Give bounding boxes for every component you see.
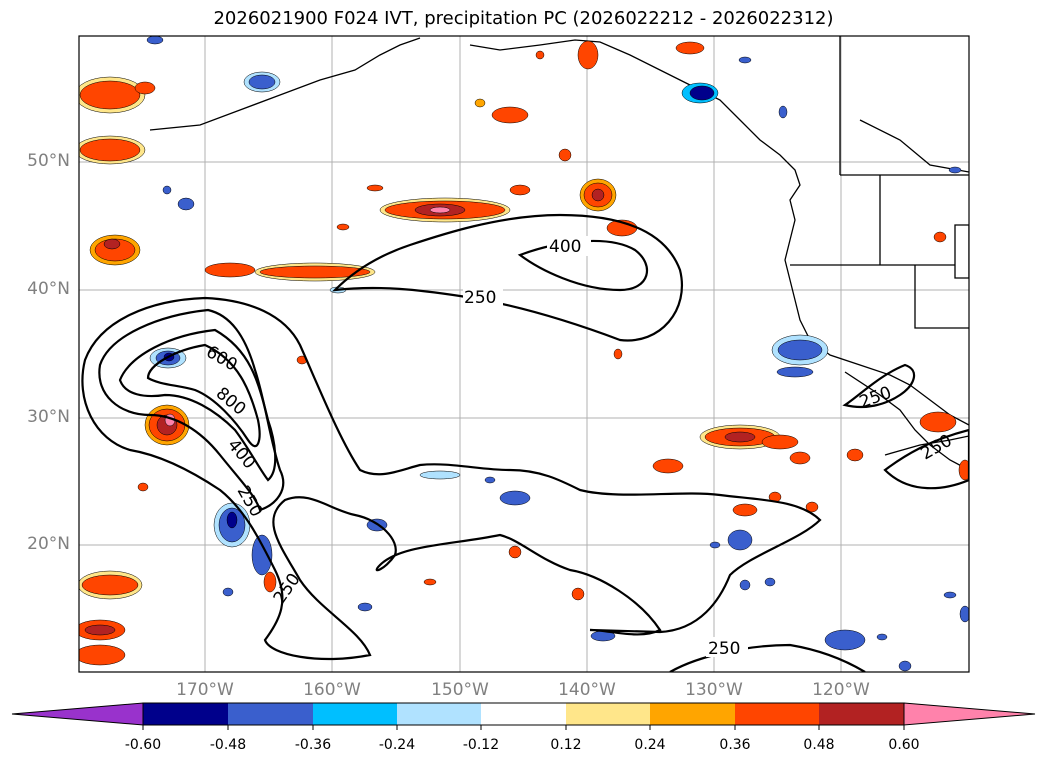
ivt-label-250-southeast: 250 xyxy=(708,639,740,659)
colorbar-tick: 0.12 xyxy=(550,737,582,753)
lat-label-40n: 40°N xyxy=(27,279,70,299)
ivt-label-250-coast: 250 xyxy=(857,383,894,413)
colorbar-tick: -0.24 xyxy=(378,737,416,753)
colorbar-tick: 0.48 xyxy=(803,737,835,753)
map-frame xyxy=(78,35,970,673)
map-title: 2026021900 F024 IVT, precipitation PC (2… xyxy=(213,8,834,29)
colorbar-extend-low xyxy=(11,702,144,726)
colorbar-tick: 0.24 xyxy=(634,737,666,753)
graticule xyxy=(79,36,969,672)
ivt-contours xyxy=(81,213,969,672)
coastlines xyxy=(149,36,969,471)
ivt-contour-250-mexico xyxy=(883,428,969,490)
ivt-contour-400-west xyxy=(98,308,285,512)
colorbar-tick: -0.48 xyxy=(209,737,247,753)
colorbar-tick: -0.60 xyxy=(124,737,162,753)
ivt-label-400-east: 400 xyxy=(549,237,581,257)
colorbar-extend-high xyxy=(903,702,1036,726)
ivt-contour-800 xyxy=(146,343,261,448)
ivt-contour-250-main xyxy=(332,213,683,342)
colorbar-tick: -0.12 xyxy=(462,737,500,753)
lat-label-30n: 30°N xyxy=(27,407,70,427)
lon-label-150w: 150°W xyxy=(431,680,489,700)
lon-label-170w: 170°W xyxy=(176,680,234,700)
ivt-label-250-south: 250 xyxy=(270,570,305,608)
colorbar-tick: -0.36 xyxy=(294,737,332,753)
lon-label-160w: 160°W xyxy=(303,680,361,700)
lon-label-120w: 120°W xyxy=(812,680,870,700)
ivt-label-250-north: 250 xyxy=(464,288,496,308)
lon-label-140w: 140°W xyxy=(558,680,616,700)
precip-positive-anomalies xyxy=(79,40,969,666)
colorbar-tick: 0.60 xyxy=(888,737,920,753)
ivt-contour-250-wavy xyxy=(81,296,822,661)
colorbar-tick: 0.36 xyxy=(719,737,751,753)
ivt-contour-250-southeast xyxy=(669,643,866,672)
lat-label-50n: 50°N xyxy=(27,151,70,171)
ivt-label-400-west: 400 xyxy=(223,435,259,473)
map-plot-area: 400 250 600 800 400 250 250 250 250 250 xyxy=(79,36,969,672)
ivt-contour-250-coast xyxy=(842,363,916,409)
ivt-contour-600 xyxy=(118,328,277,482)
lon-label-130w: 130°W xyxy=(685,680,743,700)
lat-label-20n: 20°N xyxy=(27,534,70,554)
colorbar xyxy=(11,702,1036,730)
